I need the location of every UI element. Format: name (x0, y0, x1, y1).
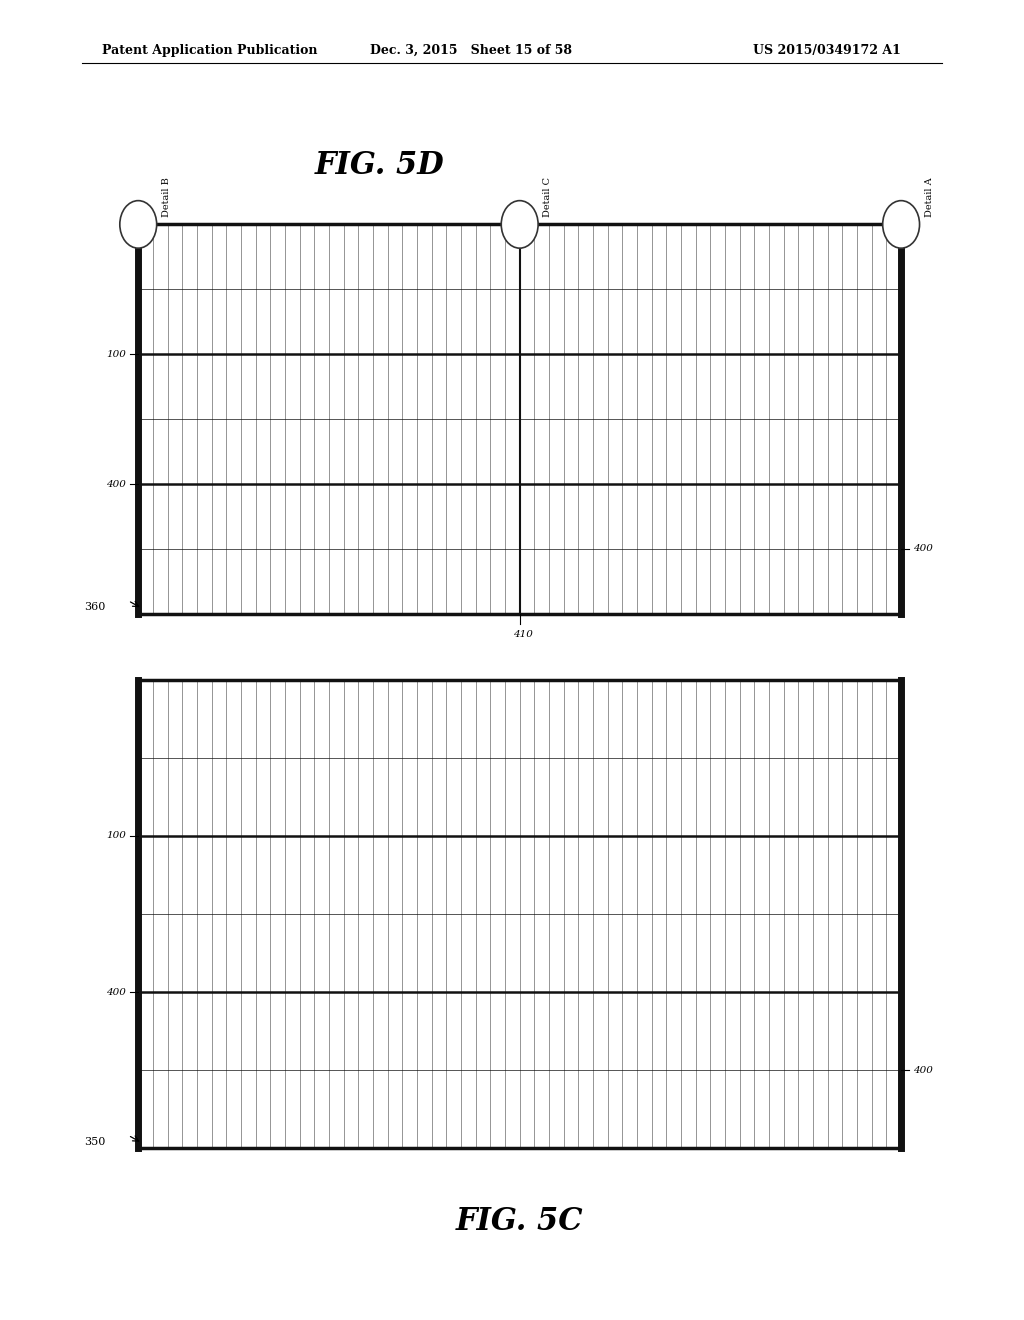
Bar (138, 224, 901, 614)
Text: Patent Application Publication: Patent Application Publication (102, 44, 317, 57)
Circle shape (502, 201, 539, 248)
Circle shape (883, 201, 920, 248)
Text: FIG. 5C: FIG. 5C (456, 1205, 584, 1237)
Text: US 2015/0349172 A1: US 2015/0349172 A1 (754, 44, 901, 57)
Text: 400: 400 (106, 987, 126, 997)
Text: Detail C: Detail C (544, 177, 552, 218)
Bar (138, 680, 901, 1148)
Text: Detail A: Detail A (925, 178, 934, 218)
Text: 400: 400 (913, 544, 933, 553)
Text: Dec. 3, 2015   Sheet 15 of 58: Dec. 3, 2015 Sheet 15 of 58 (370, 44, 572, 57)
Text: 100: 100 (106, 350, 126, 359)
Circle shape (120, 201, 157, 248)
Text: 400: 400 (913, 1065, 933, 1074)
Text: 410: 410 (513, 630, 532, 639)
Text: 360: 360 (84, 602, 105, 612)
Text: FIG. 5D: FIG. 5D (314, 149, 444, 181)
Bar (138, 224, 901, 614)
Text: 100: 100 (106, 832, 126, 841)
Bar (138, 680, 901, 1148)
Text: Detail B: Detail B (162, 177, 171, 218)
Text: 350: 350 (84, 1137, 105, 1147)
Text: 400: 400 (106, 479, 126, 488)
